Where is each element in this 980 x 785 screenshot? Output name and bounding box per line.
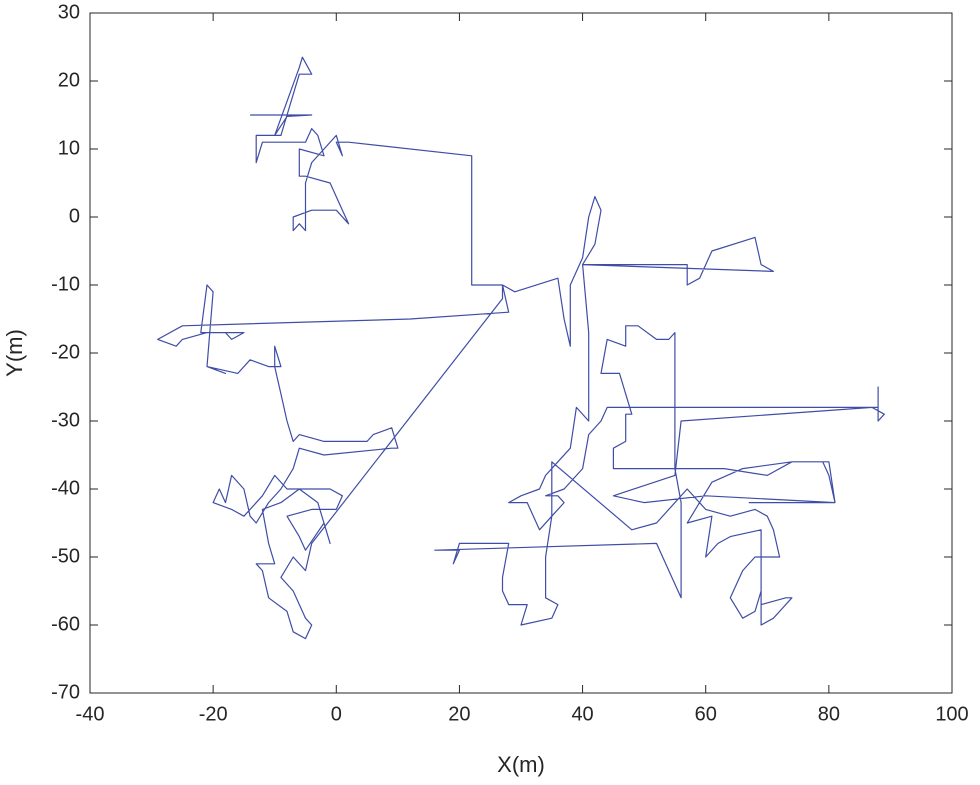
x-tick-label: 40 [571,703,593,725]
y-tick-label: 10 [58,137,80,159]
x-tick-label: 60 [695,703,717,725]
x-tick-label: 20 [448,703,470,725]
x-tick-label: 80 [818,703,840,725]
y-tick-label: -30 [51,409,80,431]
x-axis-label: X(m) [497,752,545,777]
y-tick-label: -50 [51,545,80,567]
trajectory-line [157,56,885,640]
y-axis-label: Y(m) [2,329,27,377]
y-tick-label: 0 [69,205,80,227]
y-tick-label: -60 [51,613,80,635]
y-tick-label: -10 [51,273,80,295]
y-tick-label: -20 [51,341,80,363]
y-tick-label: 30 [58,1,80,23]
y-tick-label: -70 [51,681,80,703]
y-tick-label: -40 [51,477,80,499]
y-tick-label: 20 [58,69,80,91]
x-tick-label: 100 [935,703,968,725]
x-tick-label: -40 [76,703,105,725]
x-tick-label: 0 [331,703,342,725]
x-tick-label: -20 [199,703,228,725]
plot-area [89,12,953,694]
